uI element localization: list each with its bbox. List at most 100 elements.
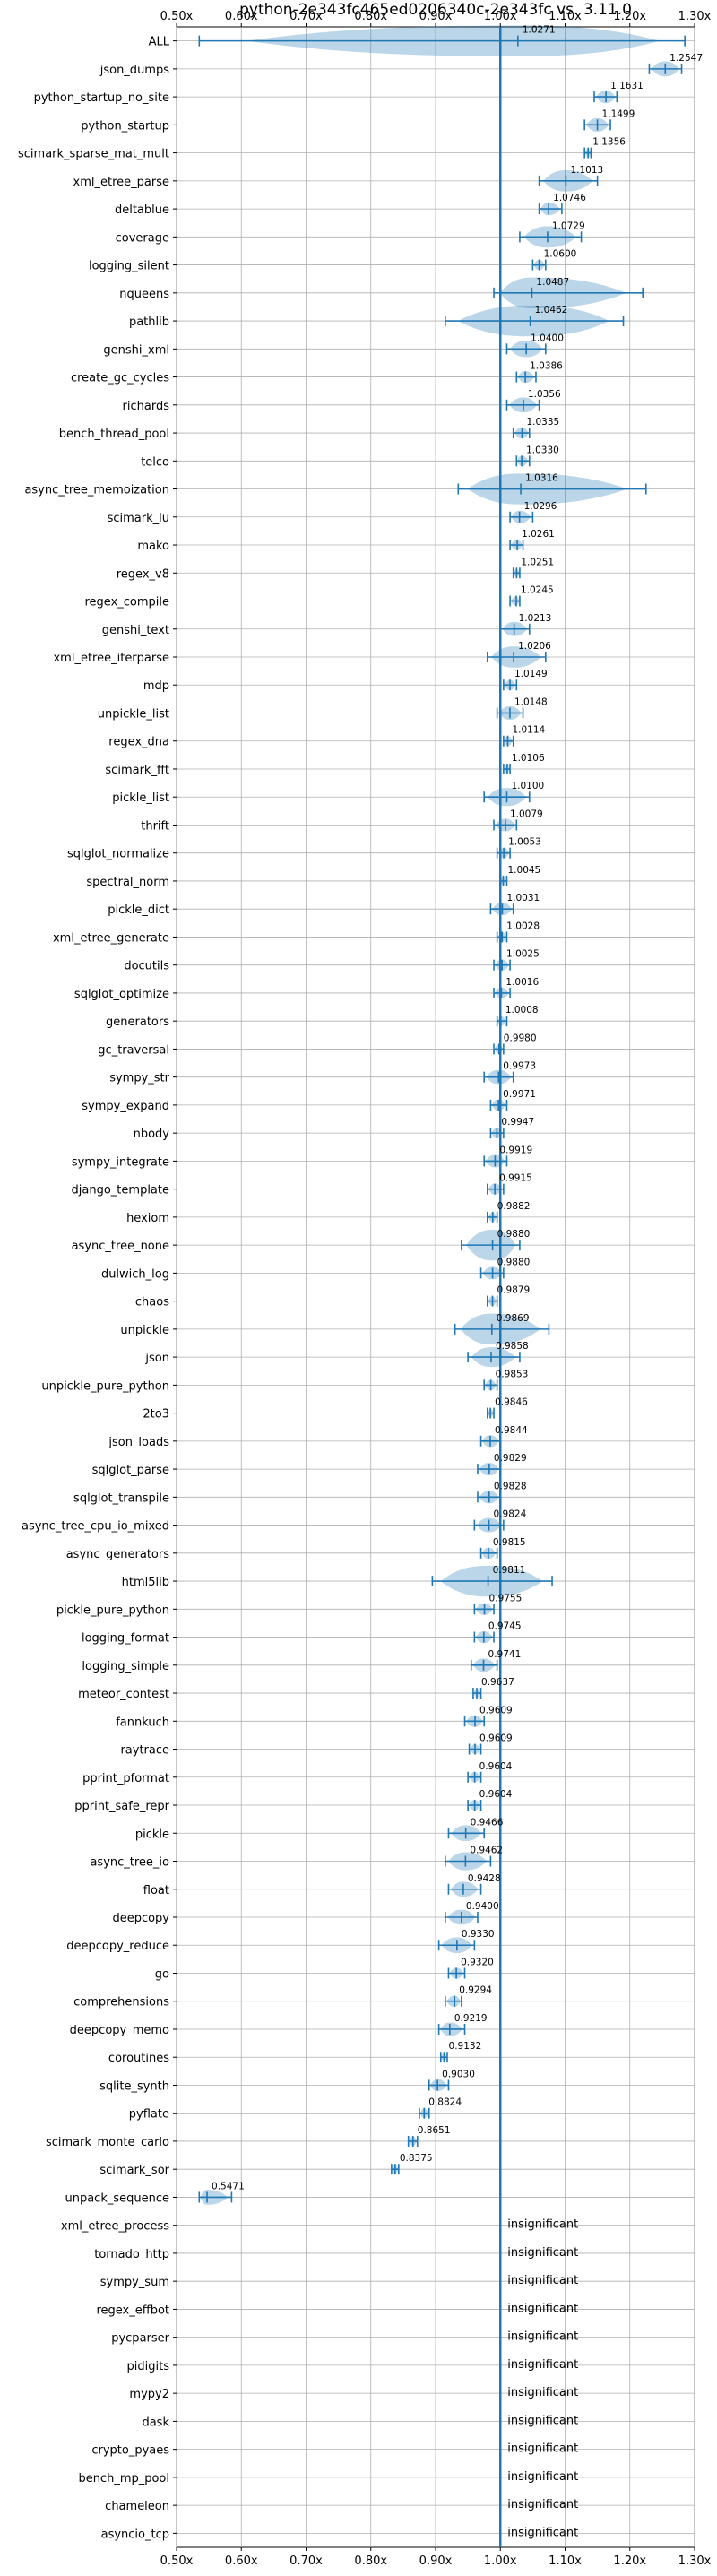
category-label: json: [144, 1352, 169, 1365]
category-label: pprint_safe_repr: [74, 1800, 169, 1813]
category-label: telco: [141, 455, 169, 469]
value-label: 0.9609: [479, 1733, 513, 1744]
value-label: 0.9294: [459, 1985, 492, 1996]
x-tick-label-top: 1.10x: [549, 10, 582, 23]
value-label: 0.9815: [493, 1537, 526, 1548]
value-label: 0.9844: [495, 1425, 528, 1436]
category-label: scimark_sor: [99, 2164, 169, 2177]
x-tick-label-top: 1.30x: [678, 10, 712, 23]
value-label: 0.9741: [488, 1649, 522, 1660]
value-label: 1.0031: [506, 893, 540, 903]
value-label: 0.9604: [479, 1789, 513, 1800]
x-tick-label-bottom: 0.70x: [289, 2554, 323, 2568]
category-label: xml_etree_generate: [53, 931, 169, 945]
category-label: pickle_pure_python: [56, 1604, 169, 1617]
value-label: 0.9604: [479, 1761, 513, 1772]
value-label: 0.9030: [442, 2069, 475, 2079]
value-label: 0.9637: [481, 1677, 514, 1688]
category-label: deepcopy_memo: [70, 2024, 169, 2037]
value-label: 1.0251: [521, 557, 554, 567]
value-label: 0.9879: [497, 1285, 531, 1296]
value-label: 0.9828: [494, 1481, 527, 1491]
category-label: sympy_integrate: [72, 1155, 169, 1169]
value-label: 0.5471: [212, 2181, 245, 2191]
value-label: 1.1356: [592, 137, 626, 148]
category-label: coverage: [116, 231, 169, 245]
category-label: scimark_monte_carlo: [46, 2136, 169, 2149]
value-label: 1.0261: [522, 529, 555, 540]
value-label: 0.9330: [462, 1929, 495, 1940]
marks-layer: [198, 25, 686, 2547]
category-label: unpickle_list: [98, 707, 169, 721]
x-tick-label-bottom: 0.80x: [354, 2554, 387, 2568]
value-label: 1.0462: [535, 305, 568, 316]
value-label: 1.1499: [602, 108, 635, 119]
insignificant-label: insignificant: [507, 2386, 578, 2399]
category-label: scimark_sparse_mat_mult: [18, 148, 169, 161]
insignificant-label: insignificant: [507, 2330, 578, 2344]
category-label: deepcopy_reduce: [66, 1940, 169, 1953]
value-label: 0.9609: [479, 1705, 513, 1716]
category-label: xml_etree_process: [61, 2220, 169, 2234]
value-label: 1.0206: [518, 641, 551, 652]
value-label: 0.9880: [497, 1229, 531, 1240]
x-tick-label-bottom: 0.50x: [160, 2554, 194, 2568]
category-label: chaos: [135, 1296, 169, 1310]
value-label: 0.8824: [428, 2097, 462, 2108]
x-tick-label-bottom: 1.30x: [678, 2554, 712, 2568]
insignificant-label: insignificant: [507, 2442, 578, 2456]
category-label: async_tree_memoization: [24, 484, 169, 497]
category-label: mdp: [143, 679, 169, 693]
value-label: 1.0356: [528, 389, 561, 400]
value-label: 1.0079: [510, 808, 543, 819]
category-label: async_generators: [66, 1548, 170, 1561]
category-label: comprehensions: [73, 1996, 169, 2010]
x-tick-label-top: 0.90x: [419, 10, 453, 23]
value-label: 1.0045: [508, 865, 541, 876]
value-label: 1.1013: [570, 165, 603, 176]
category-label: pprint_pformat: [82, 1772, 169, 1785]
category-label: raytrace: [120, 1744, 169, 1758]
category-label: django_template: [72, 1184, 169, 1197]
category-label: docutils: [124, 960, 169, 973]
category-label: ALL: [149, 36, 170, 49]
category-label: sqlglot_parse: [92, 1464, 169, 1477]
category-label: regex_compile: [84, 596, 169, 609]
value-label: 0.9428: [468, 1873, 501, 1884]
value-label: 1.0386: [530, 361, 563, 372]
value-label: 0.9219: [454, 2013, 488, 2024]
category-label: sqlglot_transpile: [73, 1491, 169, 1505]
category-label: unpack_sequence: [65, 2191, 169, 2205]
category-label: xml_etree_parse: [73, 176, 169, 189]
category-label: richards: [123, 400, 170, 413]
value-label: 0.9880: [497, 1257, 531, 1267]
category-label: gc_traversal: [98, 1043, 169, 1057]
value-label: 1.0213: [519, 613, 552, 624]
x-tick-label-top: 0.80x: [354, 10, 387, 23]
chart-title: python-2e343fc465ed0206340c-2e343fc vs. …: [239, 1, 632, 19]
value-label: 0.9745: [488, 1621, 522, 1632]
value-label: 0.9755: [489, 1593, 523, 1604]
category-label: chameleon: [105, 2500, 169, 2513]
category-label: deepcopy: [112, 1912, 169, 1925]
category-label: asyncio_tcp: [101, 2528, 169, 2541]
category-label: html5lib: [122, 1576, 169, 1589]
category-label: nbody: [134, 1128, 170, 1141]
category-label: nqueens: [119, 288, 169, 301]
insignificant-label: insignificant: [507, 2274, 578, 2287]
x-tick-label-top: 0.60x: [225, 10, 258, 23]
category-label: go: [155, 1967, 169, 1981]
value-label: 0.9466: [471, 1817, 504, 1828]
x-tick-label-top: 1.20x: [613, 10, 646, 23]
category-label: regex_effbot: [96, 2304, 169, 2317]
value-label: 1.0114: [512, 725, 545, 736]
category-label: 2to3: [143, 1408, 169, 1422]
value-label: 1.0148: [514, 696, 548, 707]
value-label: 1.0400: [531, 333, 564, 343]
value-label: 0.9915: [499, 1173, 532, 1184]
value-label: 1.0106: [512, 753, 545, 764]
insignificant-label: insignificant: [507, 2414, 578, 2427]
value-label: 1.2547: [669, 53, 703, 64]
insignificant-label: insignificant: [507, 2498, 578, 2511]
category-label: async_tree_io: [90, 1856, 169, 1870]
